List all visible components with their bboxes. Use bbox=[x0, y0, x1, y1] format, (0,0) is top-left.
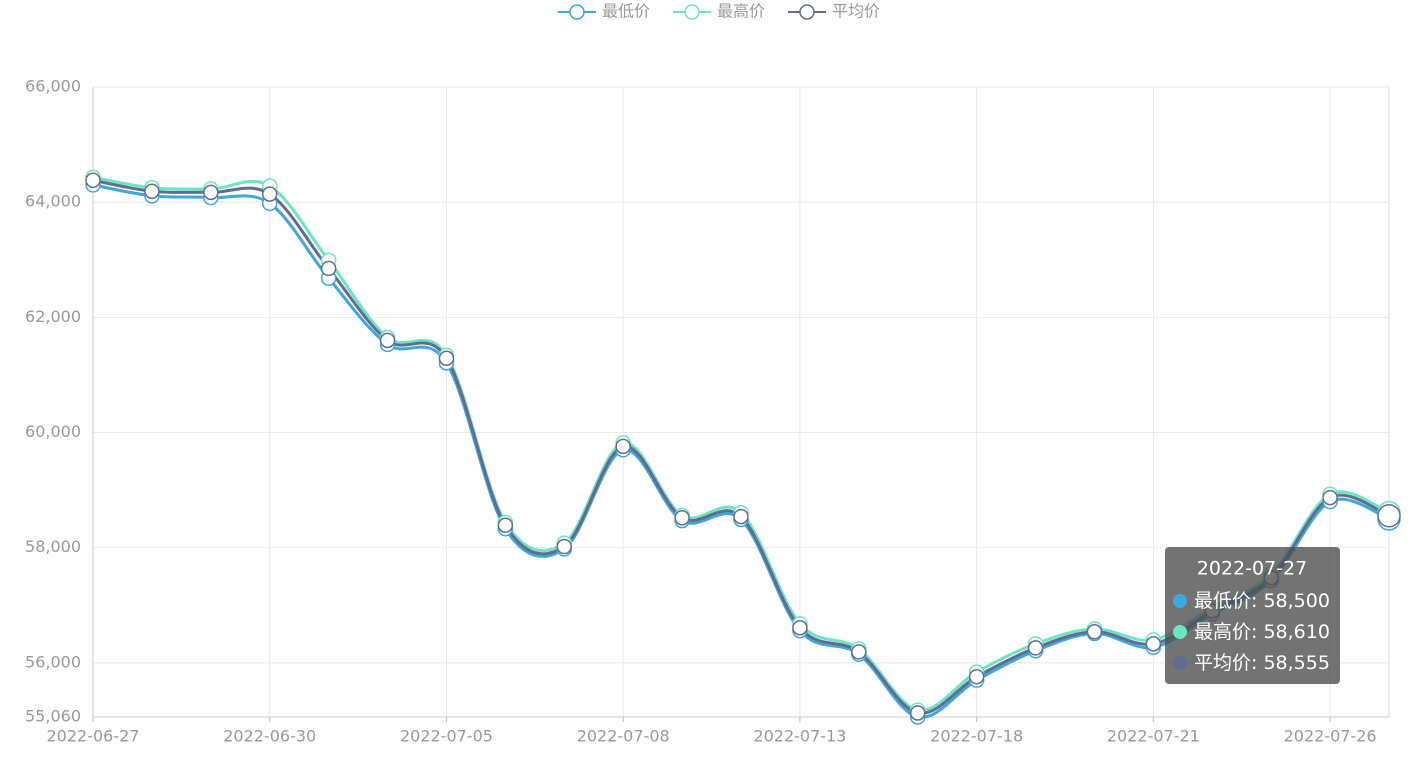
point-marker bbox=[968, 668, 985, 685]
point-marker bbox=[674, 509, 690, 526]
point-marker bbox=[320, 260, 337, 277]
tooltip-name: 最高价 bbox=[1194, 621, 1251, 643]
tooltip-sep: : bbox=[1251, 590, 1263, 612]
legend-marker bbox=[799, 4, 815, 20]
y-tick-label: 66,000 bbox=[25, 77, 81, 96]
tooltip-dot bbox=[1173, 594, 1187, 608]
x-tick-label: 2022-07-13 bbox=[753, 727, 846, 746]
x-tick-label: 2022-07-21 bbox=[1107, 727, 1200, 746]
legend-label: 最高价 bbox=[717, 2, 765, 21]
point-marker bbox=[144, 183, 160, 199]
tooltip-value: 58,610 bbox=[1263, 621, 1329, 643]
x-tick-label: 2022-07-26 bbox=[1284, 727, 1377, 746]
y-tick-label: 58,000 bbox=[25, 537, 81, 556]
legend-marker bbox=[684, 4, 700, 20]
tooltip-row: 平均价: 58,555 bbox=[1194, 652, 1330, 674]
point-marker bbox=[733, 508, 749, 525]
y-tick-label: 62,000 bbox=[25, 307, 81, 326]
point-marker bbox=[1377, 503, 1401, 528]
tooltip-name: 平均价 bbox=[1194, 652, 1251, 674]
tooltip-value: 58,555 bbox=[1263, 652, 1329, 674]
y-tick-label: 55,060 bbox=[25, 707, 81, 726]
tooltip-dot bbox=[1173, 625, 1187, 639]
y-tick-label: 56,000 bbox=[25, 652, 81, 671]
tooltip-dot bbox=[1173, 656, 1187, 670]
point-marker bbox=[556, 538, 573, 555]
point-marker bbox=[261, 186, 278, 202]
x-tick-label: 2022-07-18 bbox=[930, 727, 1023, 746]
point-marker bbox=[615, 438, 631, 455]
legend-marker bbox=[569, 4, 585, 20]
point-marker bbox=[1027, 640, 1044, 656]
x-tick-label: 2022-06-27 bbox=[47, 727, 140, 746]
point-marker bbox=[1145, 636, 1162, 652]
tooltip-name: 最低价 bbox=[1194, 590, 1251, 612]
point-marker bbox=[379, 332, 396, 349]
legend: 最低价 最高价 平均价 bbox=[558, 2, 880, 21]
point-marker bbox=[1322, 489, 1338, 506]
point-marker bbox=[497, 517, 514, 533]
y-tick-label: 64,000 bbox=[25, 192, 81, 211]
x-tick-label: 2022-06-30 bbox=[223, 727, 316, 746]
legend-item[interactable]: 最低价 bbox=[558, 2, 650, 21]
point-marker bbox=[438, 350, 455, 366]
tooltip-box bbox=[1165, 547, 1340, 684]
tooltip-title: 2022-07-27 bbox=[1197, 558, 1307, 580]
tooltip-row: 最高价: 58,610 bbox=[1194, 621, 1330, 643]
tooltip-sep: : bbox=[1251, 652, 1263, 674]
legend-label: 最低价 bbox=[602, 2, 650, 21]
y-tick-label: 60,000 bbox=[25, 422, 81, 441]
tooltip-value: 58,500 bbox=[1263, 590, 1329, 612]
tooltip: 2022-07-27 最低价: 58,500 最高价: 58,610 平均价: 58,… bbox=[1165, 547, 1340, 684]
tooltip-sep: : bbox=[1251, 621, 1263, 643]
point-marker bbox=[851, 644, 867, 660]
legend-label: 平均价 bbox=[832, 2, 880, 21]
x-tick-label: 2022-07-08 bbox=[577, 727, 670, 746]
tooltip-row: 最低价: 58,500 bbox=[1194, 590, 1330, 612]
point-marker bbox=[1086, 624, 1103, 640]
x-tick-label: 2022-07-05 bbox=[400, 727, 493, 746]
point-marker bbox=[203, 184, 219, 201]
point-marker bbox=[85, 172, 101, 189]
point-marker bbox=[792, 619, 808, 636]
point-marker bbox=[909, 705, 926, 721]
legend-item[interactable]: 最高价 bbox=[673, 2, 765, 21]
legend-item[interactable]: 平均价 bbox=[788, 2, 880, 21]
